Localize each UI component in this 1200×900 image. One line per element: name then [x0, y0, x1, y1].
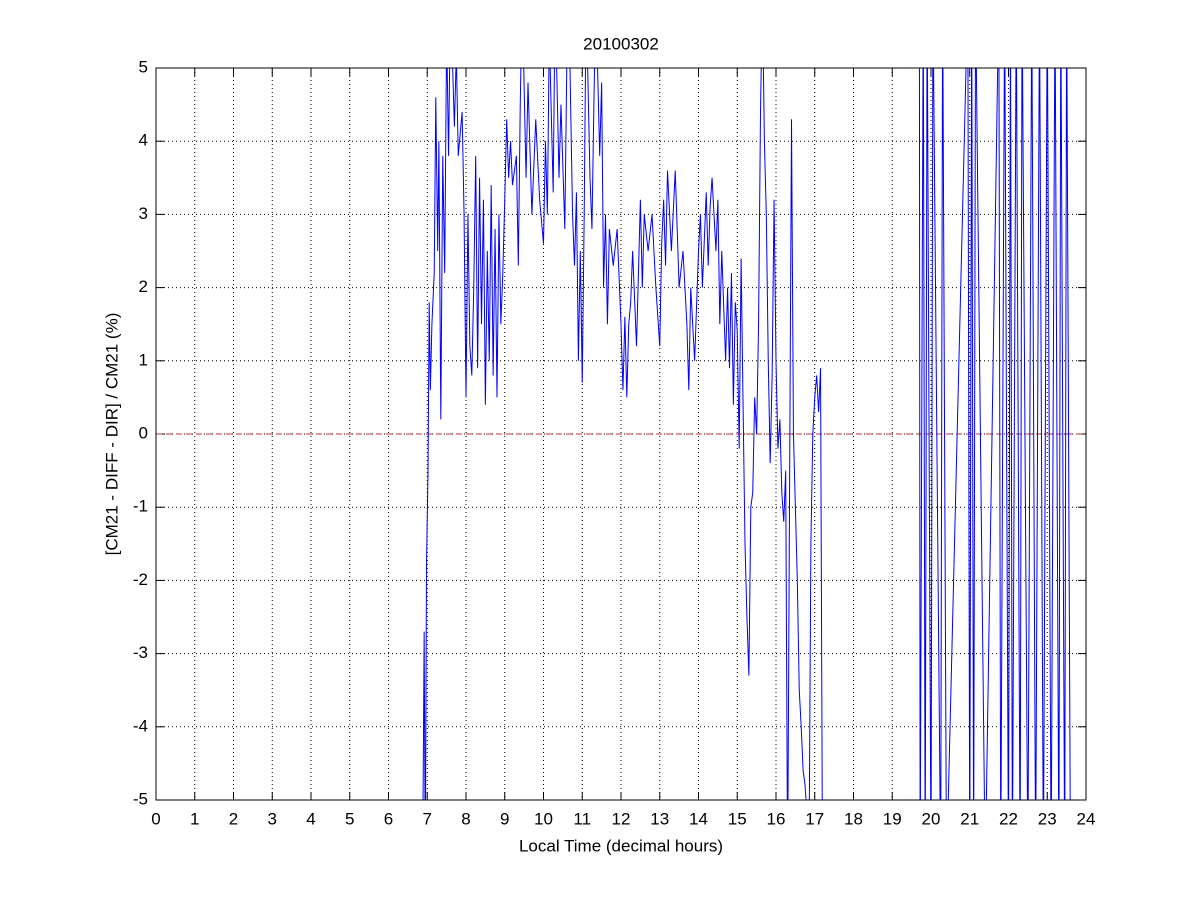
x-axis-label: Local Time (decimal hours)	[519, 836, 723, 855]
x-tick-label: 5	[345, 809, 354, 828]
x-tick-label: 16	[767, 809, 786, 828]
x-tick-label: 1	[190, 809, 199, 828]
x-tick-label: 9	[500, 809, 509, 828]
y-tick-label: 4	[139, 131, 148, 150]
x-tick-label: 21	[960, 809, 979, 828]
y-tick-label: 2	[139, 277, 148, 296]
data-line	[422, 68, 823, 800]
x-tick-label: 4	[306, 809, 315, 828]
x-tick-label: 20	[922, 809, 941, 828]
x-tick-label: 0	[151, 809, 160, 828]
x-tick-label: 18	[844, 809, 863, 828]
x-tick-label: 6	[384, 809, 393, 828]
chart-title: 20100302	[583, 34, 659, 53]
y-tick-label: 5	[139, 57, 148, 76]
y-tick-label: 3	[139, 204, 148, 223]
y-tick-label: -4	[133, 716, 148, 735]
x-tick-label: 8	[461, 809, 470, 828]
x-tick-label: 14	[689, 809, 708, 828]
x-tick-label: 2	[229, 809, 238, 828]
x-tick-label: 19	[883, 809, 902, 828]
x-tick-label: 11	[573, 809, 591, 828]
x-tick-label: 10	[534, 809, 553, 828]
x-tick-label: 23	[1038, 809, 1057, 828]
plot-frame	[155, 67, 1087, 801]
x-tick-label: 7	[423, 809, 432, 828]
y-axis-label: [CM21 - DIFF - DIR] / CM21 (%)	[102, 313, 121, 556]
y-tick-label: -2	[133, 570, 148, 589]
y-tick-label: -1	[133, 497, 148, 516]
x-tick-label: 22	[999, 809, 1018, 828]
x-tick-label: 17	[805, 809, 824, 828]
data-line	[918, 68, 1071, 800]
x-tick-label: 24	[1077, 809, 1096, 828]
y-tick-label: 1	[139, 350, 148, 369]
x-tick-label: 3	[268, 809, 277, 828]
x-tick-label: 12	[612, 809, 631, 828]
x-tick-label: 15	[728, 809, 747, 828]
x-tick-label: 13	[650, 809, 669, 828]
y-tick-label: 0	[139, 423, 148, 442]
y-tick-label: -3	[133, 643, 148, 662]
y-tick-label: -5	[133, 789, 148, 808]
